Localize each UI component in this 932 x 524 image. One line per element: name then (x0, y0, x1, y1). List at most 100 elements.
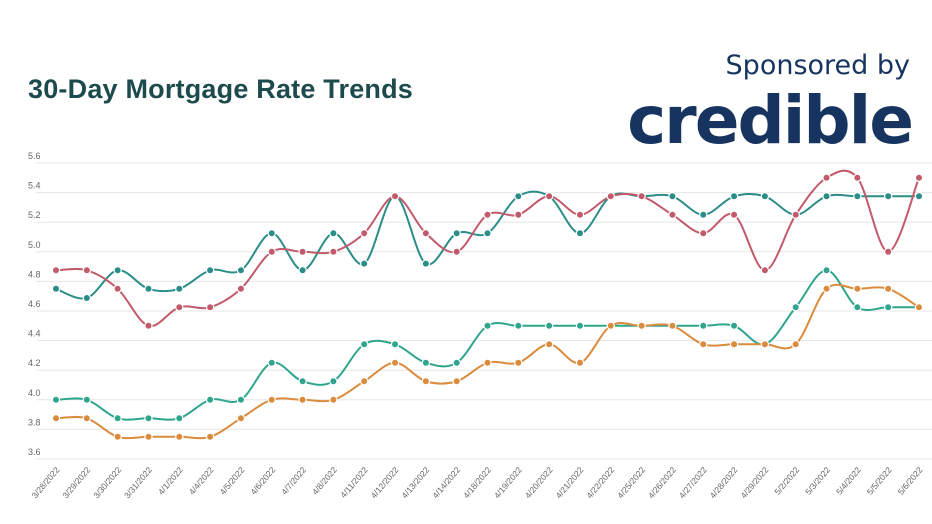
data-point (205, 303, 215, 312)
data-point (853, 284, 862, 293)
x-tick-label: 4/1/2022 (156, 465, 185, 497)
data-point (914, 192, 924, 201)
data-point (699, 340, 708, 349)
data-point (544, 340, 554, 349)
y-tick-label: 4.0 (28, 388, 41, 398)
data-point (791, 210, 800, 219)
data-point (606, 192, 615, 201)
x-tick-label: 4/18/2022 (461, 465, 493, 501)
data-point (236, 414, 246, 423)
data-point (51, 266, 61, 275)
x-tick-label: 4/28/2022 (708, 465, 740, 501)
data-point (267, 395, 276, 404)
data-point (606, 321, 615, 330)
data-point (791, 303, 800, 312)
data-point (82, 414, 92, 423)
data-point (575, 321, 585, 330)
data-point (452, 358, 461, 367)
data-point (329, 395, 338, 404)
data-point (914, 303, 924, 312)
y-tick-label: 5.0 (28, 240, 41, 250)
data-point (82, 266, 92, 275)
data-point (236, 266, 246, 275)
y-tick-label: 4.8 (28, 269, 41, 279)
x-tick-label: 4/7/2022 (279, 465, 308, 497)
data-point (544, 321, 554, 330)
data-point (82, 293, 92, 303)
data-point (113, 432, 122, 441)
data-point (329, 247, 338, 256)
data-point (175, 432, 184, 441)
data-point (267, 247, 276, 256)
data-point (82, 395, 92, 404)
data-point (51, 395, 61, 404)
x-tick-label: 4/14/2022 (430, 465, 462, 501)
chart-title: 30-Day Mortgage Rate Trends (28, 74, 414, 104)
x-tick-label: 4/4/2022 (187, 465, 216, 497)
data-point (421, 358, 431, 367)
data-point (452, 229, 461, 238)
data-point (853, 303, 862, 312)
y-tick-label: 5.2 (28, 210, 41, 220)
data-point (914, 173, 924, 182)
x-tick-label: 4/13/2022 (399, 465, 431, 501)
data-point (390, 358, 400, 367)
data-point (575, 358, 585, 367)
x-tick-label: 4/29/2022 (738, 465, 770, 501)
data-point (668, 192, 677, 201)
data-point (883, 284, 893, 293)
x-tick-label: 5/4/2022 (834, 465, 863, 497)
data-point (113, 414, 122, 423)
x-tick-label: 5/5/2022 (865, 465, 894, 497)
data-point (514, 358, 523, 367)
data-point (360, 377, 369, 386)
data-point (360, 340, 369, 349)
data-point (390, 340, 400, 349)
x-tick-label: 5/2/2022 (772, 465, 801, 497)
data-point (791, 340, 800, 349)
x-tick-label: 3/31/2022 (122, 465, 154, 501)
data-point (514, 210, 523, 219)
data-point (729, 192, 739, 201)
x-tick-label: 4/25/2022 (615, 465, 647, 501)
data-point (298, 395, 307, 404)
data-point (637, 321, 646, 330)
data-point (51, 414, 61, 423)
data-point (205, 395, 215, 404)
credible-logo: credible (627, 82, 914, 159)
y-tick-label: 4.2 (28, 358, 41, 368)
x-tick-label: 4/26/2022 (646, 465, 678, 501)
x-tick-label: 3/28/2022 (30, 465, 62, 501)
data-point (483, 358, 492, 367)
data-point (699, 321, 708, 330)
data-point (729, 340, 739, 349)
data-point (452, 377, 461, 386)
data-point (729, 321, 739, 330)
data-point (329, 229, 338, 238)
x-tick-label: 4/20/2022 (523, 465, 555, 501)
data-point (883, 192, 893, 201)
data-point (421, 259, 431, 268)
data-point (822, 266, 831, 275)
x-tick-label: 4/8/2022 (310, 465, 339, 497)
data-point (514, 321, 523, 330)
data-point (668, 210, 677, 219)
x-tick-label: 5/3/2022 (803, 465, 832, 497)
x-tick-label: 4/27/2022 (677, 465, 709, 501)
data-point (452, 247, 461, 256)
x-tick-label: 3/29/2022 (60, 465, 92, 501)
x-tick-label: 4/6/2022 (248, 465, 277, 497)
data-point (267, 358, 276, 367)
data-point (637, 192, 646, 201)
data-point (298, 247, 307, 256)
data-point (483, 210, 492, 219)
data-point (298, 377, 307, 386)
data-point (205, 266, 215, 275)
data-point (113, 266, 122, 275)
data-point (329, 377, 338, 386)
x-tick-label: 4/21/2022 (554, 465, 586, 501)
data-point (883, 303, 893, 312)
data-point (514, 192, 523, 201)
data-point (360, 229, 369, 238)
